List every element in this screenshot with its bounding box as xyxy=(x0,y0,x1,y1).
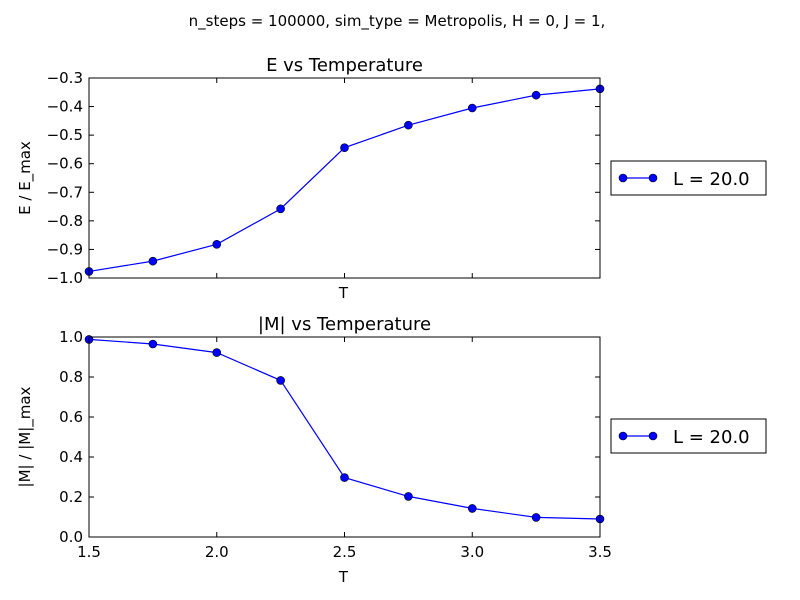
magnetization-x-axis-label: T xyxy=(338,568,349,586)
magnetization-y-tick-label: 0.2 xyxy=(59,488,83,506)
energy-legend-marker xyxy=(618,173,628,183)
magnetization-data-point xyxy=(212,348,222,357)
magnetization-legend: L = 20.0 xyxy=(610,418,767,454)
magnetization-data-point xyxy=(467,504,477,513)
energy-y-tick-label: −1.0 xyxy=(47,269,83,287)
energy-series-line xyxy=(88,88,601,273)
energy-data-point xyxy=(340,143,349,153)
energy-y-tick-label: −0.8 xyxy=(47,212,83,230)
energy-data-point xyxy=(148,256,158,266)
magnetization-data-point xyxy=(404,492,413,501)
magnetization-chart-title: |M| vs Temperature xyxy=(258,314,431,335)
energy-y-tick-label: −0.5 xyxy=(47,126,83,144)
energy-y-tick-label: −0.4 xyxy=(47,98,83,116)
energy-data-point xyxy=(404,120,413,130)
energy-data-point xyxy=(467,103,477,113)
magnetization-x-tick-label: 1.5 xyxy=(77,543,101,561)
energy-y-tick-label: −0.6 xyxy=(47,155,83,173)
magnetization-y-tick-label: 0.6 xyxy=(59,408,83,426)
energy-y-tick-label: −0.7 xyxy=(47,183,83,201)
magnetization-legend-label: L = 20.0 xyxy=(673,427,750,448)
magnetization-legend-box xyxy=(610,418,767,454)
magnetization-y-tick-label: 0.0 xyxy=(59,528,83,546)
energy-data-point xyxy=(212,239,222,249)
energy-legend: L = 20.0 xyxy=(610,160,767,196)
magnetization-axes-frame xyxy=(88,336,601,538)
energy-x-axis-label: T xyxy=(338,284,349,302)
energy-data-point xyxy=(531,90,541,100)
energy-chart-title: E vs Temperature xyxy=(266,55,423,76)
magnetization-data-point xyxy=(276,376,285,385)
magnetization-panel: |M| vs Temperature 1.5 2.0 2.5 3.0 3.5 0.0 0.2 0… xyxy=(16,314,767,586)
energy-data-point xyxy=(276,204,285,214)
magnetization-series-line xyxy=(88,338,601,520)
magnetization-x-tick-label: 3.0 xyxy=(460,543,484,561)
magnetization-y-tick-label: 0.4 xyxy=(59,448,83,466)
energy-legend-label: L = 20.0 xyxy=(673,169,750,190)
magnetization-x-tick-label: 2.5 xyxy=(333,543,357,561)
energy-y-axis-label: E / E_max xyxy=(16,141,35,215)
figure-suptitle: n_steps = 100000, sim_type = Metropolis,… xyxy=(189,12,606,31)
magnetization-y-tick-label: 0.8 xyxy=(59,368,83,386)
energy-legend-marker xyxy=(648,173,658,183)
magnetization-data-point xyxy=(340,473,349,482)
magnetization-x-tick-label: 2.0 xyxy=(205,543,229,561)
energy-panel: E vs Temperature −1.0 −0.9 −0.8 −0.7 −0.6 −0.5… xyxy=(16,55,767,302)
magnetization-legend-marker xyxy=(648,431,658,441)
magnetization-data-point xyxy=(531,513,541,522)
magnetization-data-point xyxy=(148,339,158,349)
magnetization-y-axis-label: |M| / |M|_max xyxy=(16,386,35,487)
energy-y-tick-label: −0.3 xyxy=(47,69,83,87)
magnetization-y-tick-label: 1.0 xyxy=(59,328,83,346)
magnetization-legend-marker xyxy=(618,431,628,441)
magnetization-x-tick-label: 3.5 xyxy=(588,543,612,561)
energy-axes-frame xyxy=(88,77,601,279)
energy-y-tick-label: −0.9 xyxy=(47,240,83,258)
